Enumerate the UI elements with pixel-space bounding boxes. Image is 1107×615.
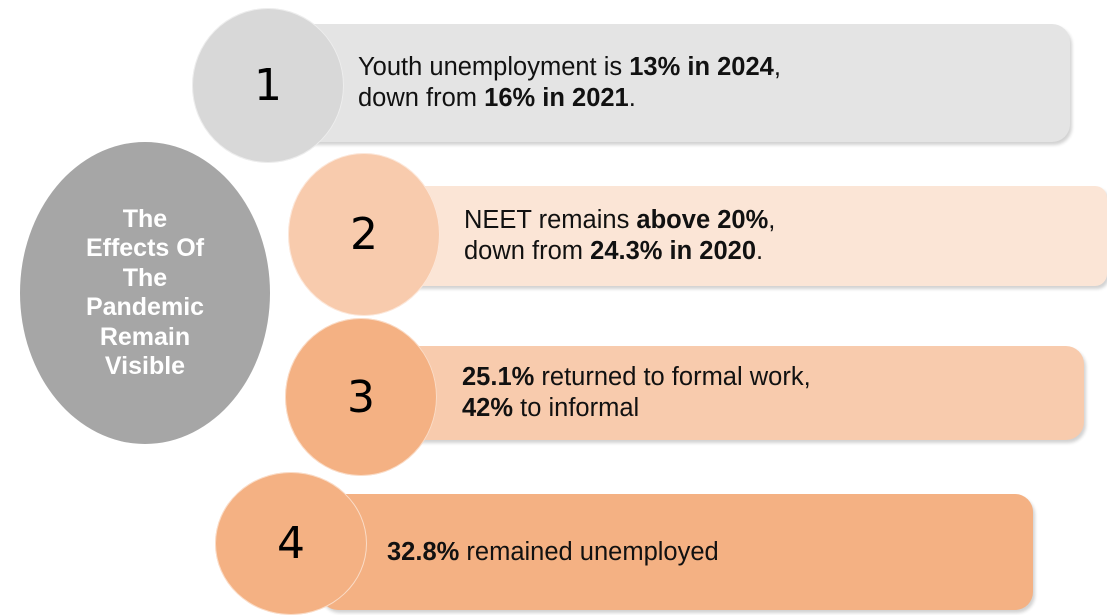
text-run: , <box>768 206 776 234</box>
item-3-text: 25.1% returned to formal work, 42% to in… <box>462 362 811 424</box>
emphasized-text: 42% <box>462 394 514 422</box>
emphasized-text: 32.8% <box>387 537 460 566</box>
item-2-number: 2 <box>350 209 378 260</box>
item-3-number-circle: 3 <box>285 318 437 476</box>
central-title-line: The <box>122 263 168 292</box>
central-title-line: Visible <box>104 352 186 380</box>
emphasized-text: 13% in 2024 <box>629 53 774 81</box>
item-1-text: Youth unemployment is 13% in 2024, down … <box>358 52 781 114</box>
item-2-bar: NEET remains above 20%, down from 24.3% … <box>395 186 1107 286</box>
emphasized-text: 25.1% <box>462 363 535 391</box>
item-3-line-1: 25.1% returned to formal work, <box>462 362 811 393</box>
item-1-bar: Youth unemployment is 13% in 2024, down … <box>290 24 1070 142</box>
emphasized-text: 24.3% in 2020 <box>590 237 757 265</box>
text-run: to informal <box>513 394 640 422</box>
item-2-number-circle: 2 <box>288 153 440 316</box>
text-run: , <box>773 53 781 81</box>
text-run: returned to formal work, <box>534 363 811 391</box>
text-run: down from <box>464 237 591 265</box>
text-run: remained unemployed <box>459 537 719 566</box>
text-run: down from <box>358 84 485 112</box>
text-run: . <box>628 84 636 112</box>
text-run: NEET remains <box>464 206 637 234</box>
central-title-line: Effects Of <box>85 234 205 262</box>
central-topic-title: The Effects Of The Pandemic Remain Visib… <box>70 205 220 382</box>
item-4-number-circle: 4 <box>215 472 367 615</box>
item-2-line-1: NEET remains above 20%, <box>464 205 775 236</box>
item-3-line-2: 42% to informal <box>462 393 811 424</box>
item-3-number: 3 <box>347 371 375 423</box>
central-title-line: The <box>122 204 168 233</box>
item-4-bar: 32.8% remained unemployed <box>320 494 1033 610</box>
item-4-text: 32.8% remained unemployed <box>387 537 719 568</box>
item-2-text: NEET remains above 20%, down from 24.3% … <box>464 205 775 267</box>
emphasized-text: above 20% <box>636 206 769 234</box>
item-3-bar: 25.1% returned to formal work, 42% to in… <box>382 346 1084 440</box>
item-1-line-2: down from 16% in 2021. <box>358 83 781 114</box>
item-1-number-circle: 1 <box>192 8 344 163</box>
item-1-line-1: Youth unemployment is 13% in 2024, <box>358 52 781 83</box>
central-topic-circle: The Effects Of The Pandemic Remain Visib… <box>20 142 270 444</box>
item-1-number: 1 <box>254 60 282 111</box>
item-4-number: 4 <box>277 518 305 569</box>
emphasized-text: 16% in 2021 <box>484 84 629 112</box>
item-2-line-2: down from 24.3% in 2020. <box>464 236 775 267</box>
central-title-line: Remain <box>99 322 191 351</box>
item-4-line-1: 32.8% remained unemployed <box>387 537 719 568</box>
text-run: . <box>756 237 764 265</box>
central-title-line: Pandemic <box>85 293 205 321</box>
text-run: Youth unemployment is <box>358 53 630 81</box>
